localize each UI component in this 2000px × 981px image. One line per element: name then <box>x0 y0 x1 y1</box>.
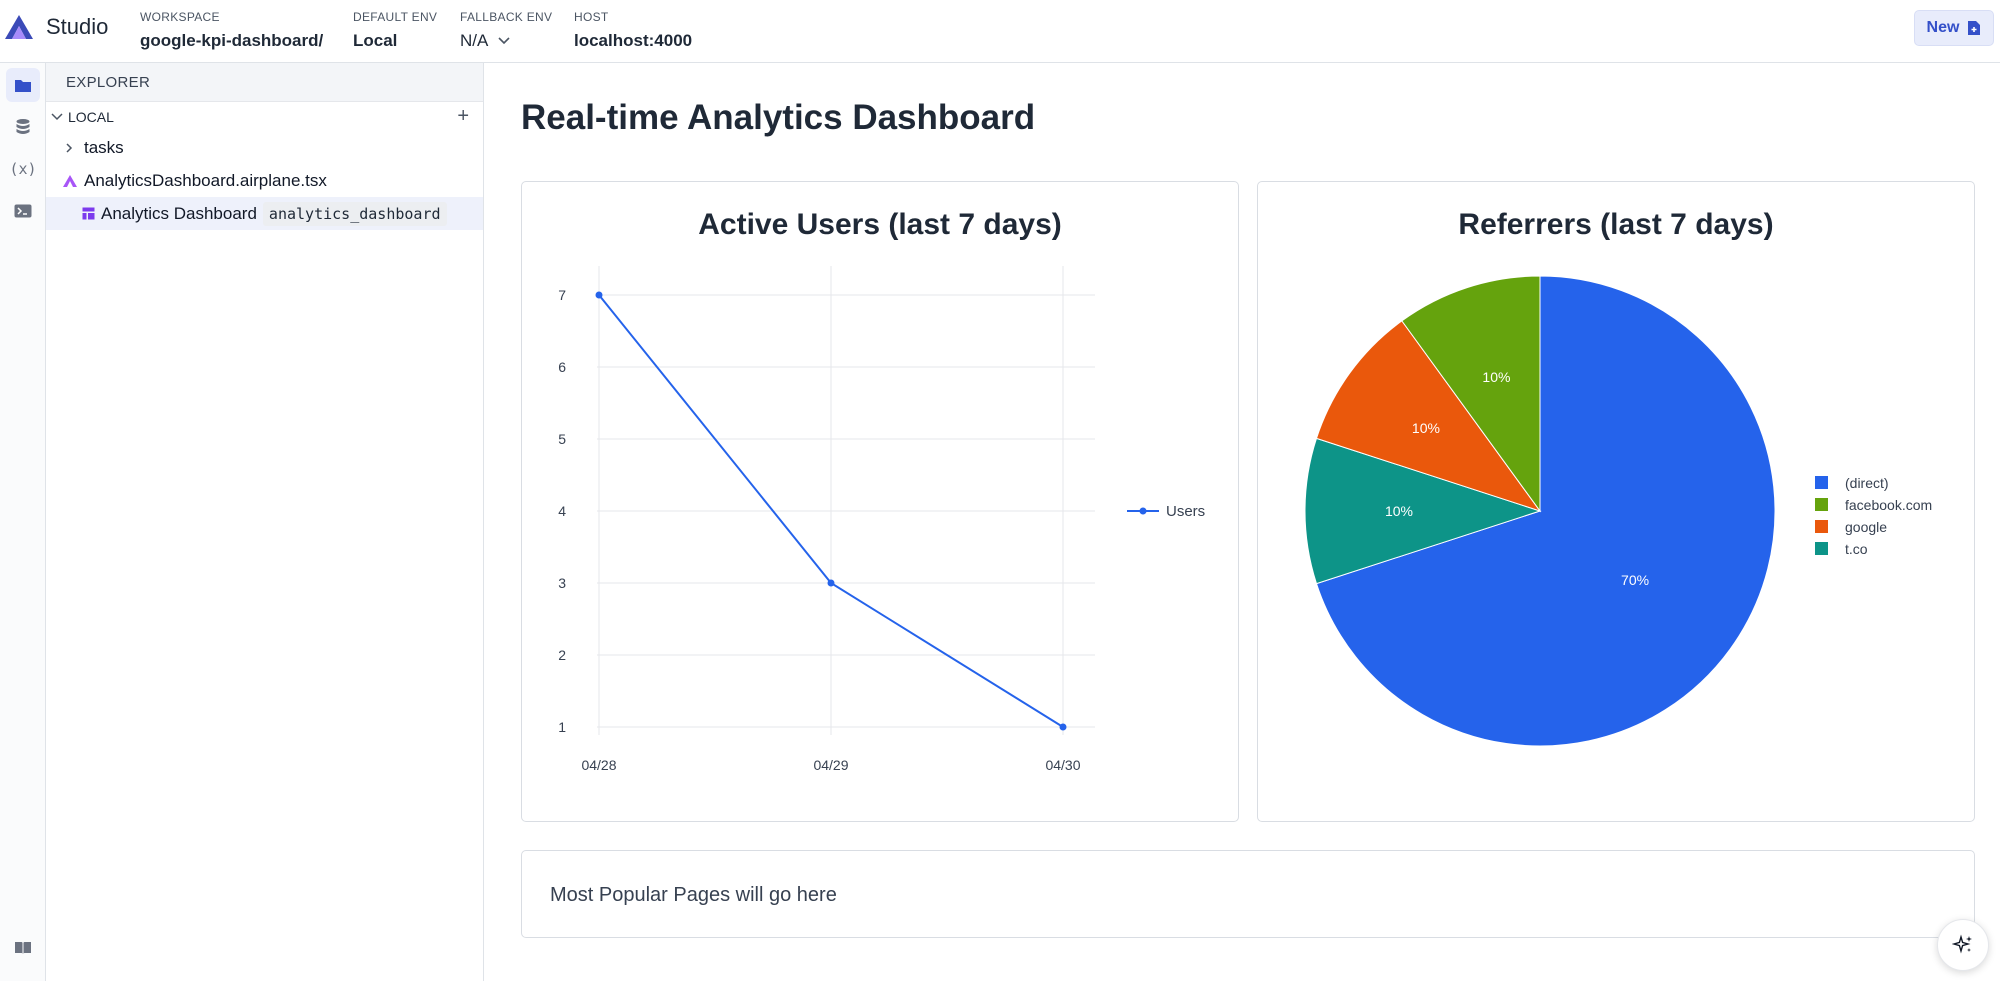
view-slug: analytics_dashboard <box>262 201 447 226</box>
local-section-header[interactable]: LOCAL + <box>46 102 483 131</box>
chevron-right-icon[interactable] <box>64 142 74 154</box>
pie-slice <box>1304 437 1542 585</box>
explorer-header: EXPLORER <box>46 63 483 102</box>
popular-pages-placeholder: Most Popular Pages will go here <box>550 884 837 906</box>
rail-terminal-button[interactable] <box>6 194 40 228</box>
pie-slice <box>1315 275 1776 747</box>
sparkles-icon <box>1952 934 1972 954</box>
referrers-chart-title: Referrers (last 7 days) <box>1458 208 1774 241</box>
legend-marker-users <box>1139 507 1147 515</box>
y-tick-label: 7 <box>558 287 566 303</box>
ai-assistant-button[interactable] <box>1937 919 1989 971</box>
rail-docs-button[interactable] <box>6 931 40 965</box>
tree-item-label: Analytics Dashboard <box>101 203 257 223</box>
chevron-down-icon[interactable] <box>498 37 510 45</box>
terminal-icon <box>14 204 32 218</box>
active-users-card: Active Users (last 7 days) 1 2 3 4 5 6 7 04/28 0… <box>521 181 1239 822</box>
fallback-env-value: N/A <box>460 31 489 50</box>
page-title: Real-time Analytics Dashboard <box>521 98 1036 137</box>
folder-icon <box>15 79 31 92</box>
explorer-panel: EXPLORER LOCAL + tasks AnalyticsDashboar… <box>46 63 484 981</box>
rail-explorer-button[interactable] <box>6 68 40 102</box>
host-info: HOST localhost:4000 <box>574 10 692 51</box>
pie-slice <box>1315 320 1542 512</box>
main-content: Real-time Analytics Dashboard Active Use… <box>484 63 2000 981</box>
airplane-logo-icon <box>5 15 33 39</box>
chevron-down-icon[interactable] <box>50 112 64 122</box>
y-tick-label: 2 <box>558 647 566 663</box>
airplane-file-icon <box>63 174 77 187</box>
y-tick-label: 4 <box>558 503 566 519</box>
legend-label: google <box>1845 519 1887 535</box>
add-file-icon[interactable]: + <box>457 105 469 127</box>
active-users-chart: 1 2 3 4 5 6 7 04/28 04/29 04/30 Users <box>558 266 1205 773</box>
workspace-label: WORKSPACE <box>140 10 220 24</box>
active-users-chart-title: Active Users (last 7 days) <box>698 208 1062 241</box>
slice-value-label: 10% <box>1412 420 1440 436</box>
host-label: HOST <box>574 10 609 24</box>
database-icon <box>16 119 30 134</box>
referrers-chart: 70% 10% 10% 10% (direct) facebook.com google t.… <box>1304 275 1932 747</box>
fallback-env-label: FALLBACK ENV <box>460 10 553 24</box>
default-env-selector[interactable]: DEFAULT ENV Local <box>353 10 437 51</box>
tree-item-dashboard-file[interactable]: AnalyticsDashboard.airplane.tsx <box>46 164 483 197</box>
default-env-value: Local <box>353 31 398 50</box>
legend-label: facebook.com <box>1845 497 1932 513</box>
slice-value-label: 10% <box>1482 369 1510 385</box>
fallback-env-selector[interactable]: FALLBACK ENV N/A <box>460 10 552 51</box>
host-value: localhost:4000 <box>574 31 693 50</box>
new-button-label: New <box>1926 19 1960 36</box>
x-tick-label: 04/29 <box>813 757 848 773</box>
legend-swatch <box>1815 520 1828 533</box>
x-tick-label: 04/30 <box>1045 757 1080 773</box>
tree-item-label: AnalyticsDashboard.airplane.tsx <box>84 170 327 190</box>
new-file-icon <box>1968 21 1981 35</box>
local-section-label: LOCAL <box>68 108 114 125</box>
new-button[interactable]: New <box>1914 10 1994 46</box>
default-env-label: DEFAULT ENV <box>353 10 438 24</box>
y-tick-label: 5 <box>558 431 566 447</box>
legend-swatch <box>1815 542 1828 555</box>
variables-icon[interactable]: (x) <box>9 160 37 178</box>
book-icon <box>15 942 31 954</box>
data-point <box>595 291 603 299</box>
workspace-selector[interactable]: WORKSPACE google-kpi-dashboard/ <box>140 10 323 51</box>
popular-pages-card: Most Popular Pages will go here <box>521 850 1975 938</box>
legend-swatch <box>1815 476 1828 489</box>
tree-item-analytics-view[interactable]: Analytics Dashboard analytics_dashboard <box>46 197 483 230</box>
slice-value-label: 10% <box>1385 503 1413 519</box>
top-bar: Studio WORKSPACE google-kpi-dashboard/ D… <box>0 0 2000 63</box>
y-tick-label: 1 <box>558 719 566 735</box>
referrers-card: Referrers (last 7 days) 70% 10% 10% 10% (dir… <box>1257 181 1975 822</box>
data-point <box>1059 723 1067 731</box>
data-point <box>827 579 835 587</box>
legend-label: t.co <box>1845 541 1868 557</box>
y-tick-label: 3 <box>558 575 566 591</box>
slice-value-label: 70% <box>1621 572 1649 588</box>
activity-rail: (x) <box>0 63 46 981</box>
tree-item-label: tasks <box>84 137 124 157</box>
workspace-value: google-kpi-dashboard/ <box>140 31 324 50</box>
legend-label: (direct) <box>1845 475 1889 491</box>
rail-database-button[interactable] <box>6 110 40 144</box>
pie-slice <box>1401 275 1541 513</box>
legend-label-users: Users <box>1166 503 1205 520</box>
legend-swatch <box>1815 498 1828 511</box>
view-icon <box>82 207 95 220</box>
y-tick-label: 6 <box>558 359 566 375</box>
x-tick-label: 04/28 <box>581 757 616 773</box>
fallback-env-row: N/A <box>460 31 552 51</box>
tree-item-tasks[interactable]: tasks <box>46 131 483 164</box>
brand-name: Studio <box>46 14 109 39</box>
